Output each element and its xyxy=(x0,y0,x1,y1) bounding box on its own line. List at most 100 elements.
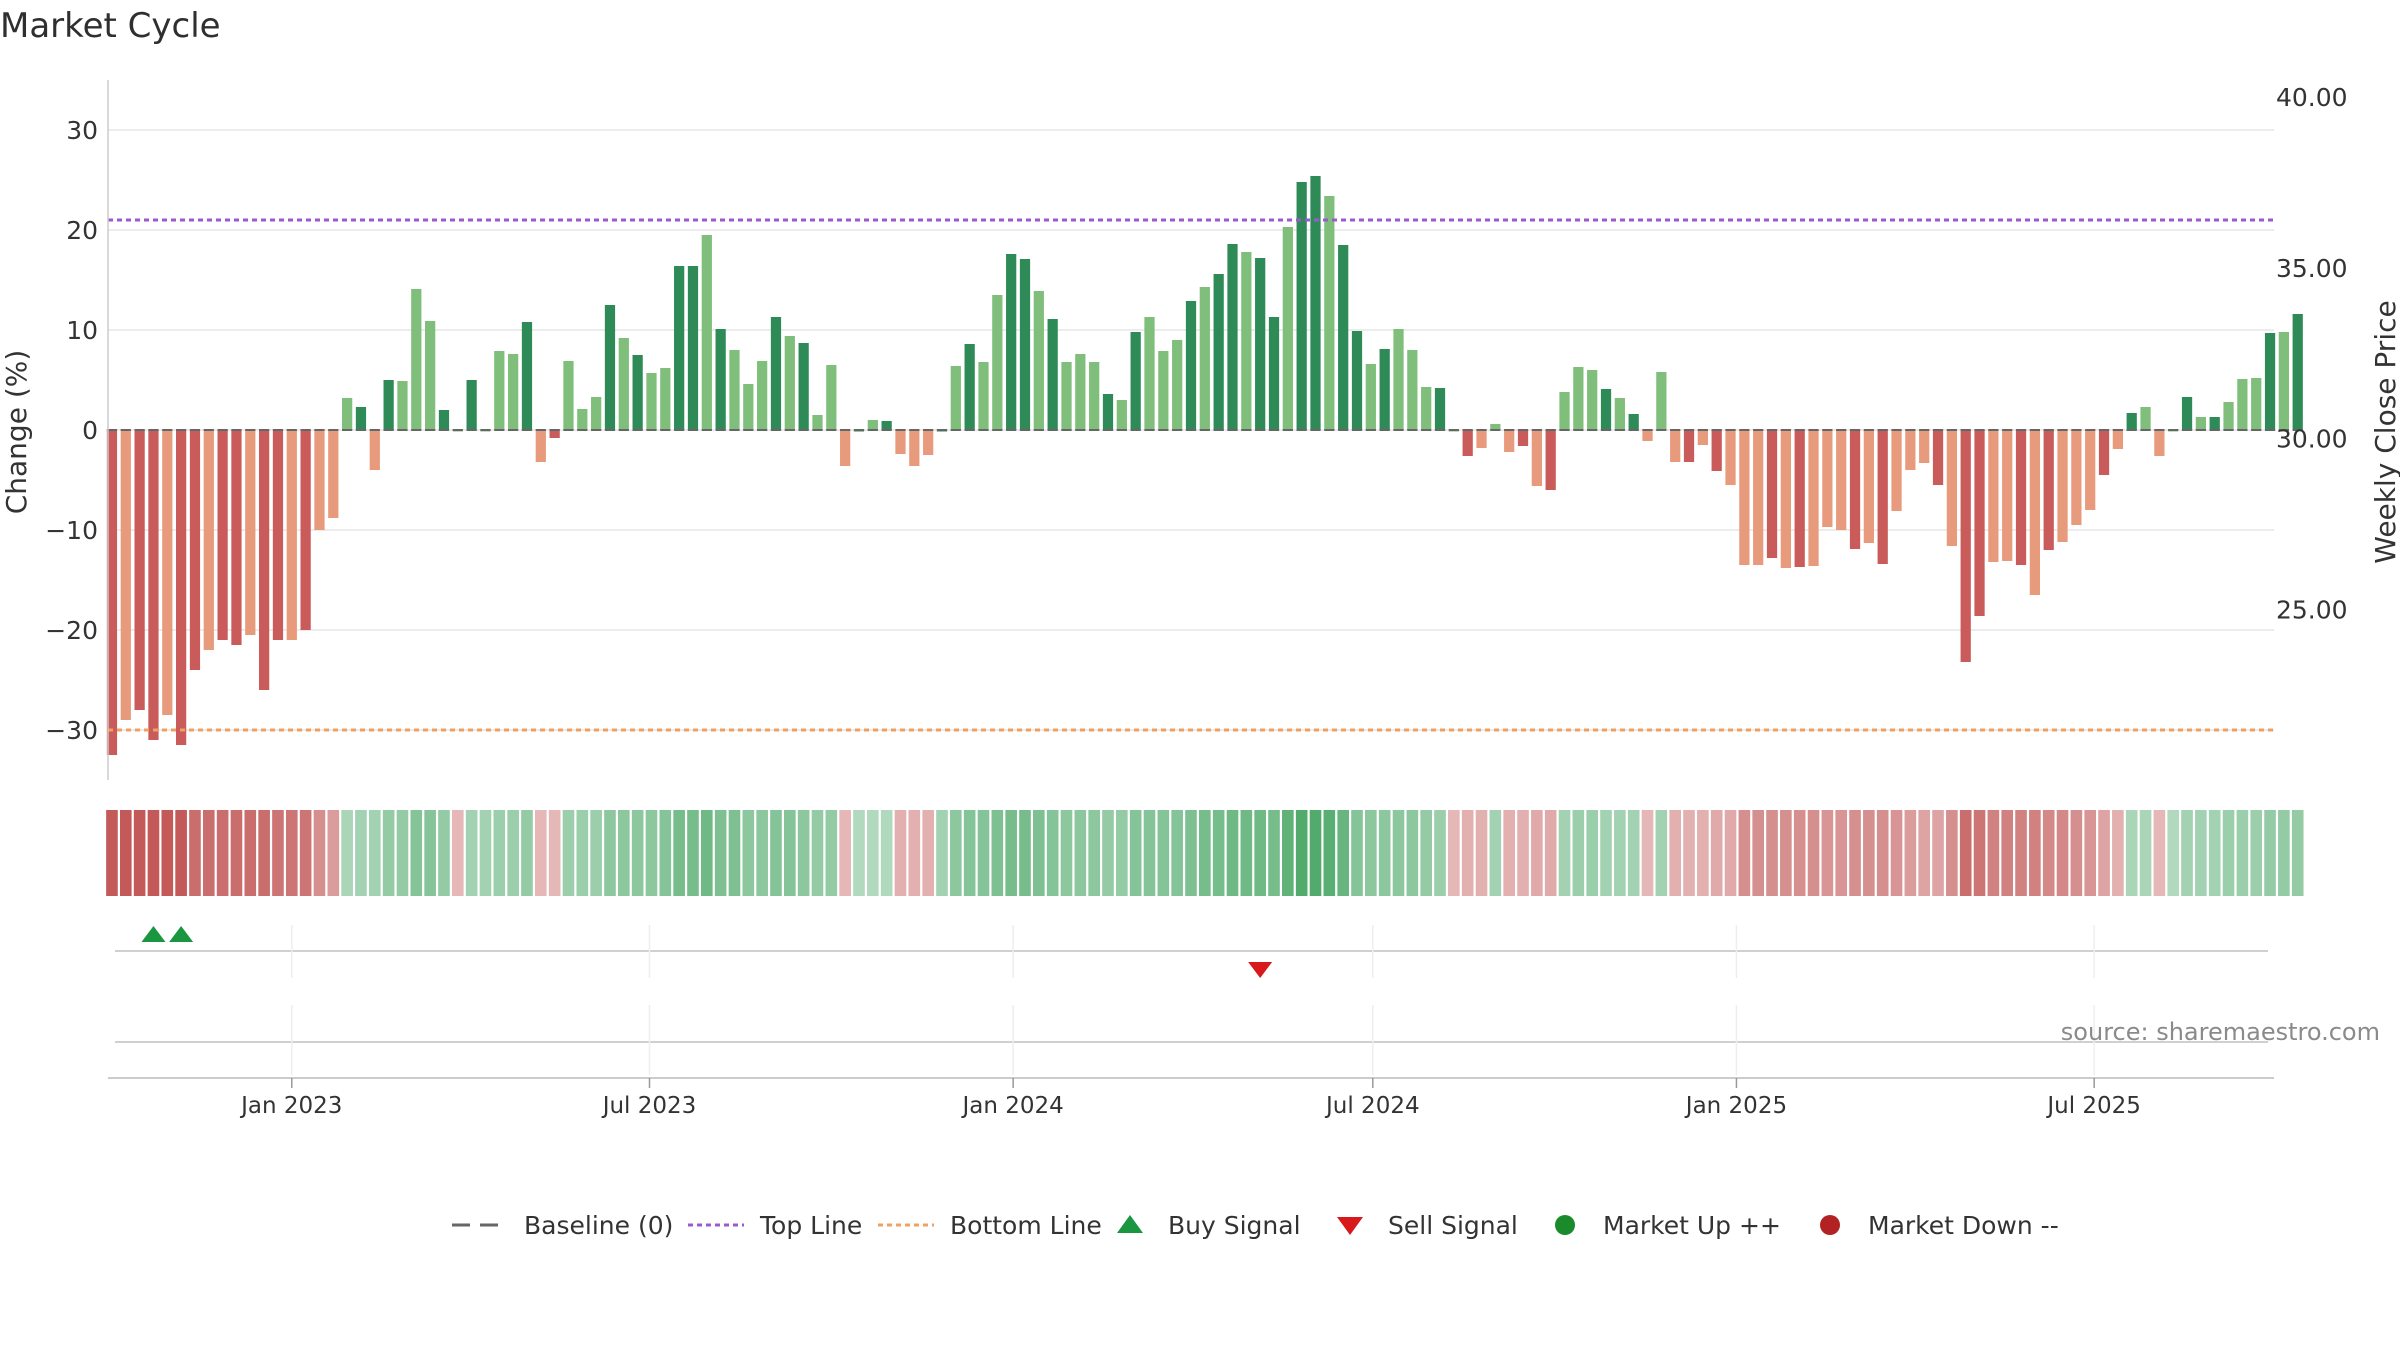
heat-cell xyxy=(424,810,436,896)
legend-item: Bottom Line xyxy=(878,1211,1102,1240)
change-bar xyxy=(1974,430,1985,616)
heat-cell xyxy=(1185,810,1197,896)
change-bar xyxy=(1766,430,1778,558)
heat-cell xyxy=(2001,810,2014,896)
change-bar xyxy=(1587,370,1598,430)
heat-cell xyxy=(2278,810,2290,896)
heat-cell xyxy=(701,810,713,896)
heat-strip xyxy=(106,810,2304,896)
change-bar xyxy=(217,430,228,640)
heat-cell xyxy=(2181,810,2193,896)
heat-cell xyxy=(2195,810,2207,896)
heat-cell xyxy=(341,810,353,896)
change-bar xyxy=(1919,430,1930,463)
heat-cell xyxy=(1710,810,1723,896)
heat-cell xyxy=(1088,810,1100,896)
change-bar xyxy=(2237,379,2248,430)
heat-cell xyxy=(1240,810,1253,896)
change-bar xyxy=(1351,331,1363,430)
x-tick-label: Jul 2023 xyxy=(601,1093,697,1119)
change-bar xyxy=(189,430,201,670)
heat-cell xyxy=(2139,810,2152,896)
heat-cell xyxy=(1987,810,2000,896)
change-bar xyxy=(2140,407,2151,430)
heat-cell xyxy=(645,810,658,896)
heat-cell xyxy=(1157,810,1170,896)
legend-market-down-dot-icon xyxy=(1820,1215,1840,1235)
y-tick-label-right: 25.00 xyxy=(2276,595,2348,624)
heat-cell xyxy=(2291,810,2304,896)
heat-cell xyxy=(1406,810,1419,896)
y-tick-label-right: 35.00 xyxy=(2276,254,2348,283)
change-bar xyxy=(1559,392,1570,430)
heat-cell xyxy=(1697,810,1709,896)
heat-cell xyxy=(465,810,478,896)
change-bar xyxy=(355,407,367,430)
change-bar xyxy=(2264,333,2276,430)
change-bar xyxy=(1808,430,1819,566)
change-bar xyxy=(328,430,339,518)
heat-cell xyxy=(756,810,768,896)
heat-cell xyxy=(133,810,146,896)
heat-cell xyxy=(534,810,547,896)
change-bar xyxy=(1600,389,1612,430)
heat-cell xyxy=(950,810,962,896)
heat-cell xyxy=(2264,810,2276,896)
legend-sell-triangle-icon xyxy=(1337,1217,1363,1235)
change-bar xyxy=(106,430,118,755)
y-tick-label-right: 40.00 xyxy=(2276,83,2348,112)
change-bar xyxy=(895,430,906,454)
heat-cell xyxy=(521,810,533,896)
axes: 30 20 10 0 −10 −20 −30 40.00 35.00 30.00 25.00 xyxy=(45,80,2348,780)
heat-cell xyxy=(2042,810,2055,896)
change-bar xyxy=(1365,364,1376,430)
legend: Baseline (0) Top Line Bottom Line Buy Signa… xyxy=(452,1211,2059,1240)
change-bar xyxy=(867,420,878,430)
heat-cell xyxy=(797,810,810,896)
legend-item: Buy Signal xyxy=(1117,1211,1301,1240)
heat-cell xyxy=(2125,810,2138,896)
change-bar xyxy=(1019,259,1031,430)
heat-cell xyxy=(1365,810,1377,896)
legend-item: Market Down -- xyxy=(1820,1211,2059,1240)
change-bar xyxy=(1241,252,1252,430)
heat-cell xyxy=(438,810,450,896)
heat-cell xyxy=(1268,810,1280,896)
heat-cell xyxy=(2167,810,2180,896)
change-bar xyxy=(2002,430,2013,561)
heat-cell xyxy=(1143,810,1156,896)
change-bar xyxy=(826,365,837,430)
heat-cell xyxy=(1517,810,1529,896)
change-bar xyxy=(1794,430,1805,567)
heat-cell xyxy=(2222,810,2235,896)
heat-cell xyxy=(1309,810,1322,896)
change-bar xyxy=(1282,227,1293,430)
change-bar xyxy=(1296,182,1307,430)
change-bar xyxy=(231,430,242,645)
heat-cell xyxy=(977,810,990,896)
heat-cell xyxy=(1959,810,1972,896)
heat-cell xyxy=(1378,810,1391,896)
change-bar xyxy=(549,430,560,438)
change-bar xyxy=(1268,317,1280,430)
change-bar xyxy=(411,289,422,430)
change-bar xyxy=(1504,430,1515,452)
heat-cell xyxy=(867,810,879,896)
heat-cell xyxy=(991,810,1004,896)
heat-cell xyxy=(244,810,257,896)
change-bar xyxy=(2251,378,2262,430)
signal-panel xyxy=(115,925,2268,1075)
change-bar xyxy=(1421,387,1432,430)
heat-cell xyxy=(1946,810,1958,896)
change-bar xyxy=(618,338,629,430)
heat-cell xyxy=(1766,810,1778,896)
change-bar xyxy=(2195,417,2206,430)
heat-cell xyxy=(728,810,741,896)
heat-cell xyxy=(106,810,118,896)
heat-cell xyxy=(1683,810,1695,896)
heat-cell xyxy=(272,810,284,896)
change-bar xyxy=(2126,413,2137,430)
heat-cell xyxy=(1738,810,1751,896)
heat-cell xyxy=(2250,810,2263,896)
heat-cell xyxy=(2015,810,2027,896)
